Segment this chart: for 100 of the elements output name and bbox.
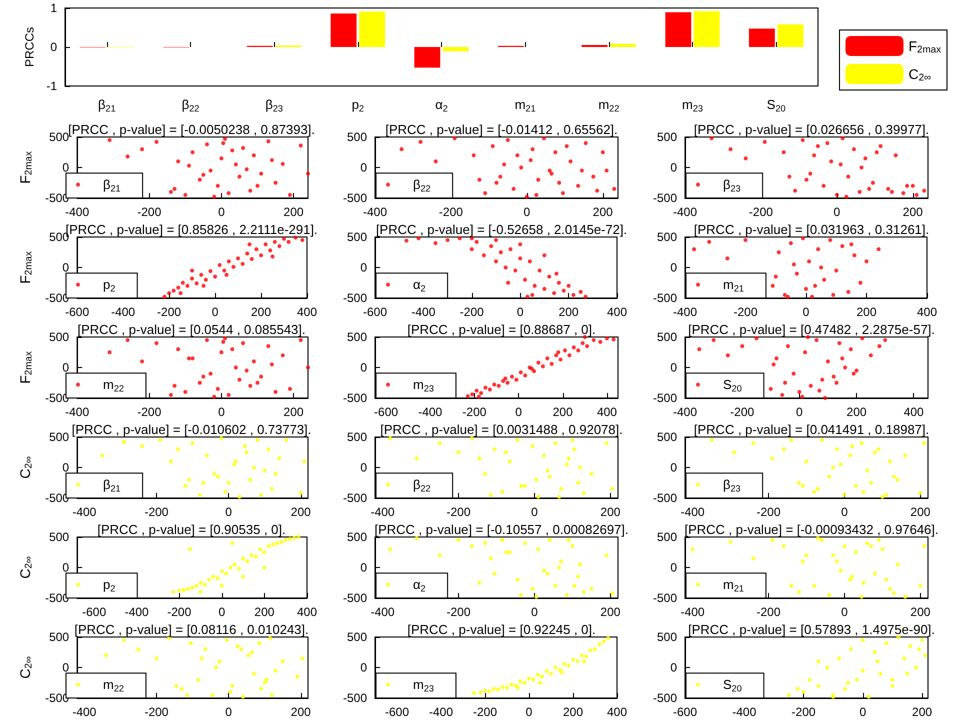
point [884,492,888,497]
point [572,447,576,452]
x-tick-label: -400 [65,205,90,219]
point [576,480,580,485]
point [860,594,864,599]
bar [610,44,636,47]
point [219,156,224,160]
point [560,670,564,674]
point [880,547,884,552]
point [258,547,262,552]
point [226,191,231,196]
point [231,264,236,269]
point [612,337,616,342]
point [162,294,166,299]
point [522,680,527,685]
point [526,676,531,680]
point [528,158,533,162]
point [843,366,848,370]
point [245,559,250,564]
x-tick-label: -400 [370,505,395,519]
point [816,247,820,252]
point [256,438,260,442]
point [264,242,268,246]
point [602,639,606,644]
point [878,144,883,148]
x-tick-label: -400 [732,705,757,719]
point [542,253,546,258]
point [788,241,793,246]
point [831,466,836,470]
point [690,547,695,552]
point [483,541,488,546]
point [744,238,748,242]
point [545,356,550,360]
point [572,345,576,350]
point [474,388,479,393]
point [869,544,874,548]
point [232,562,237,566]
y-tick-label: -500 [652,391,678,405]
point [274,668,278,673]
point [104,653,108,658]
x-tick-label: 400 [606,305,628,319]
x-tick-label: 200 [912,705,932,719]
x-tick-label: -200 [462,405,487,419]
point [234,459,238,464]
bar [694,11,720,47]
point [854,550,858,554]
point [177,588,182,593]
point [892,474,896,479]
point [922,544,926,548]
point [250,650,254,654]
point [816,486,820,491]
point [270,692,274,697]
point [546,468,550,473]
point [220,584,224,588]
point [223,490,228,494]
point [559,559,564,564]
point [800,559,805,564]
x-tick-label: 0 [212,305,219,319]
point [834,192,839,197]
point [224,272,229,277]
x-tick-label: -200 [460,305,484,319]
point [697,347,702,352]
point [548,538,552,542]
x-tick-label: -200 [137,205,162,219]
point [194,281,199,286]
y-tick-label: -500 [342,591,368,605]
point [550,362,554,366]
point [509,682,514,687]
point [202,582,207,587]
point [838,462,843,466]
point [190,441,195,446]
point [800,394,804,399]
point [877,344,882,348]
point [820,438,824,442]
point [566,664,571,668]
point [218,659,222,664]
x-tick-label: 0 [802,305,810,319]
point [108,138,112,142]
point [544,669,549,674]
point [400,147,404,152]
point [244,368,249,373]
point [834,380,839,385]
point [186,164,191,168]
point [476,394,481,399]
point [172,384,177,388]
point [266,344,270,348]
point [848,453,852,458]
point [496,687,500,692]
point [820,538,824,542]
point [751,556,756,560]
point [804,286,808,291]
point [876,538,881,542]
x-tick-label: 0 [531,505,538,519]
point [108,350,112,354]
y-tick-label: 500 [656,330,678,344]
point [572,584,576,588]
point [122,440,126,444]
y-axis-title: C2∞ [17,556,35,579]
point [876,247,881,252]
point [180,686,184,691]
